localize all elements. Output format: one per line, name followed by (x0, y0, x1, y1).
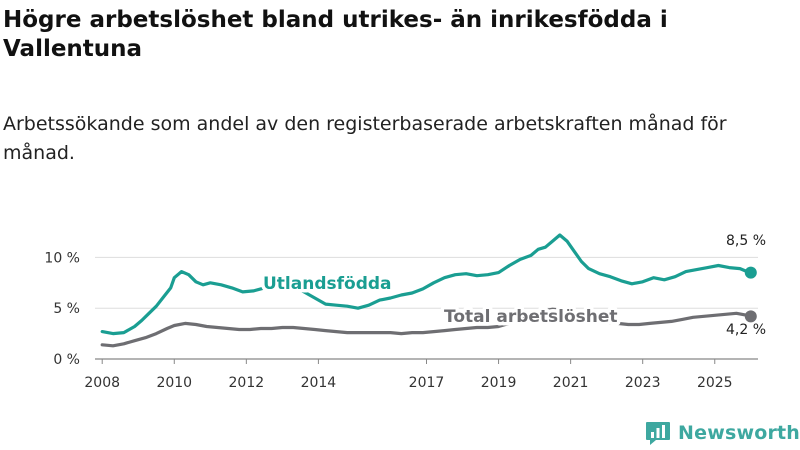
series-lines (100, 233, 757, 348)
x-tick-label: 2010 (156, 375, 192, 391)
chart-title: Högre arbetslöshet bland utrikes- än inr… (3, 7, 668, 62)
series-line-utlandsfodda (100, 233, 753, 336)
end-point-marker (744, 310, 757, 323)
brand-logo[interactable]: Newsworthy (644, 420, 800, 446)
end-point-marker (744, 266, 757, 279)
x-tick-label: 2019 (481, 375, 517, 391)
x-tick-label: 2008 (84, 375, 120, 391)
bar-chart-logo-icon (646, 422, 670, 445)
y-axis: 0 % 5 % 10 % (44, 250, 80, 368)
end-value-label: 4,2 % (726, 322, 766, 338)
gridlines (95, 256, 758, 360)
x-tick-label: 2017 (409, 375, 445, 391)
brand-name: Newsworthy (678, 422, 800, 444)
x-tick-label: 2025 (697, 375, 733, 391)
x-tick-label: 2014 (301, 375, 337, 391)
y-tick-label: 0 % (53, 352, 80, 368)
end-value-label: 8,5 % (726, 233, 766, 249)
series-label: Utlandsfödda (263, 274, 392, 294)
x-axis: 2008 2010 2012 2014 2017 2019 2021 2023 2025 (84, 359, 733, 391)
series-line-total (100, 307, 753, 348)
series-labels: Utlandsfödda Total arbetslöshet 8,5 % 4,2 % (260, 233, 767, 338)
x-tick-label: 2021 (553, 375, 589, 391)
series-label: Total arbetslöshet (444, 307, 618, 327)
y-tick-label: 10 % (44, 250, 80, 266)
chart-subtitle: Arbetssökande som andel av den registerb… (3, 113, 727, 164)
x-tick-label: 2023 (625, 375, 661, 391)
y-tick-label: 5 % (53, 301, 80, 317)
x-tick-label: 2012 (229, 375, 265, 391)
